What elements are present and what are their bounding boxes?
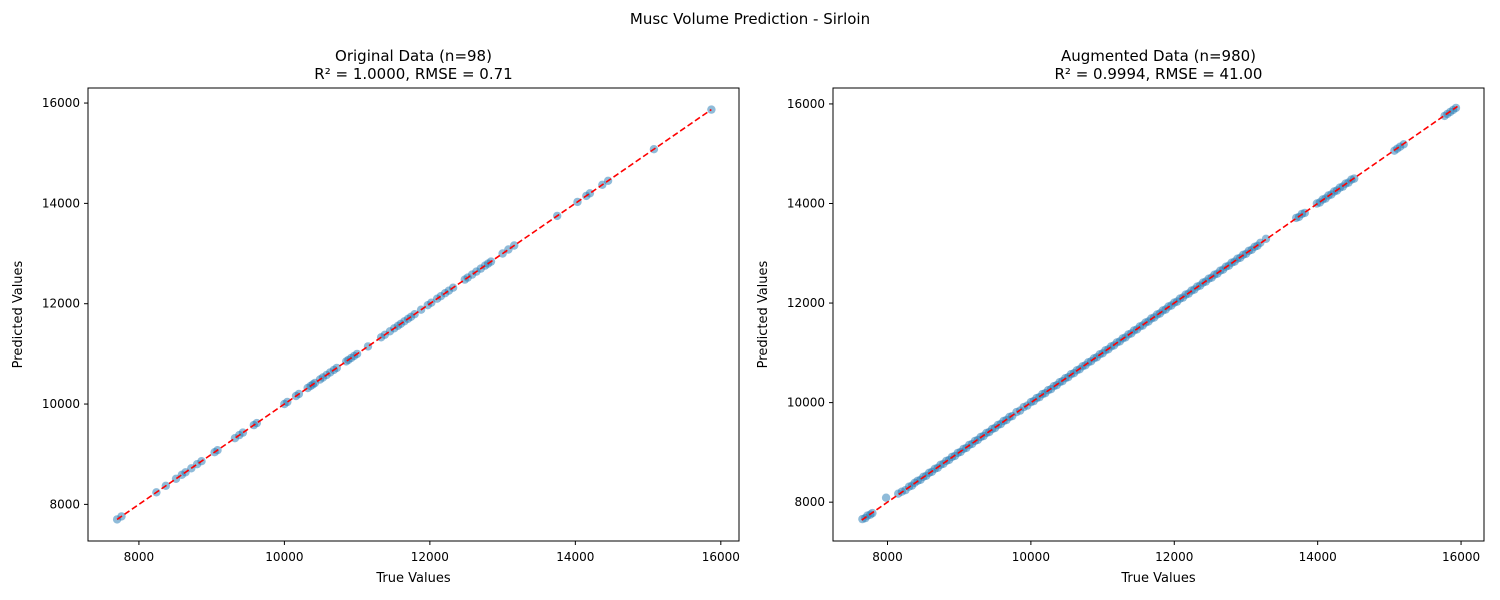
figure-suptitle: Musc Volume Prediction - Sirloin: [630, 10, 870, 28]
y-tick-label: 16000: [787, 97, 825, 111]
axes-frame: [832, 87, 1485, 542]
chart-panel-1: Original Data (n=98)R² = 1.0000, RMSE = …: [11, 47, 740, 586]
x-axis-label: True Values: [1120, 571, 1195, 586]
axes-frame: [87, 87, 740, 542]
data-point: [707, 105, 716, 114]
y-tick-label: 8000: [794, 495, 825, 509]
x-tick-label: 12000: [411, 550, 449, 564]
y-axis-label: Predicted Values: [756, 260, 771, 368]
y-tick-label: 14000: [787, 196, 825, 210]
chart-panel-2: Augmented Data (n=980)R² = 0.9994, RMSE …: [756, 47, 1485, 586]
y-tick-label: 10000: [42, 397, 80, 411]
x-tick-label: 8000: [124, 550, 155, 564]
x-tick-label: 16000: [1442, 550, 1480, 564]
x-tick-label: 12000: [1155, 550, 1193, 564]
x-tick-label: 16000: [702, 550, 740, 564]
x-tick-label: 10000: [1012, 550, 1050, 564]
y-tick-label: 12000: [787, 296, 825, 310]
x-tick-label: 14000: [1299, 550, 1337, 564]
chart-title-line2: R² = 1.0000, RMSE = 0.71: [314, 65, 512, 83]
x-tick-label: 10000: [265, 550, 303, 564]
chart-title-line1: Original Data (n=98): [335, 47, 492, 65]
x-tick-label: 8000: [872, 550, 903, 564]
y-tick-label: 16000: [42, 96, 80, 110]
chart-title-line1: Augmented Data (n=980): [1061, 47, 1256, 65]
y-axis-label: Predicted Values: [11, 260, 26, 368]
y-tick-label: 14000: [42, 196, 80, 210]
chart-title-line2: R² = 0.9994, RMSE = 41.00: [1055, 65, 1263, 83]
reference-line: [861, 105, 1458, 521]
y-tick-label: 12000: [42, 297, 80, 311]
x-tick-label: 14000: [556, 550, 594, 564]
reference-line: [116, 108, 712, 521]
y-tick-label: 8000: [49, 497, 80, 511]
y-tick-label: 10000: [787, 396, 825, 410]
data-point: [881, 493, 891, 502]
x-axis-label: True Values: [375, 571, 450, 586]
